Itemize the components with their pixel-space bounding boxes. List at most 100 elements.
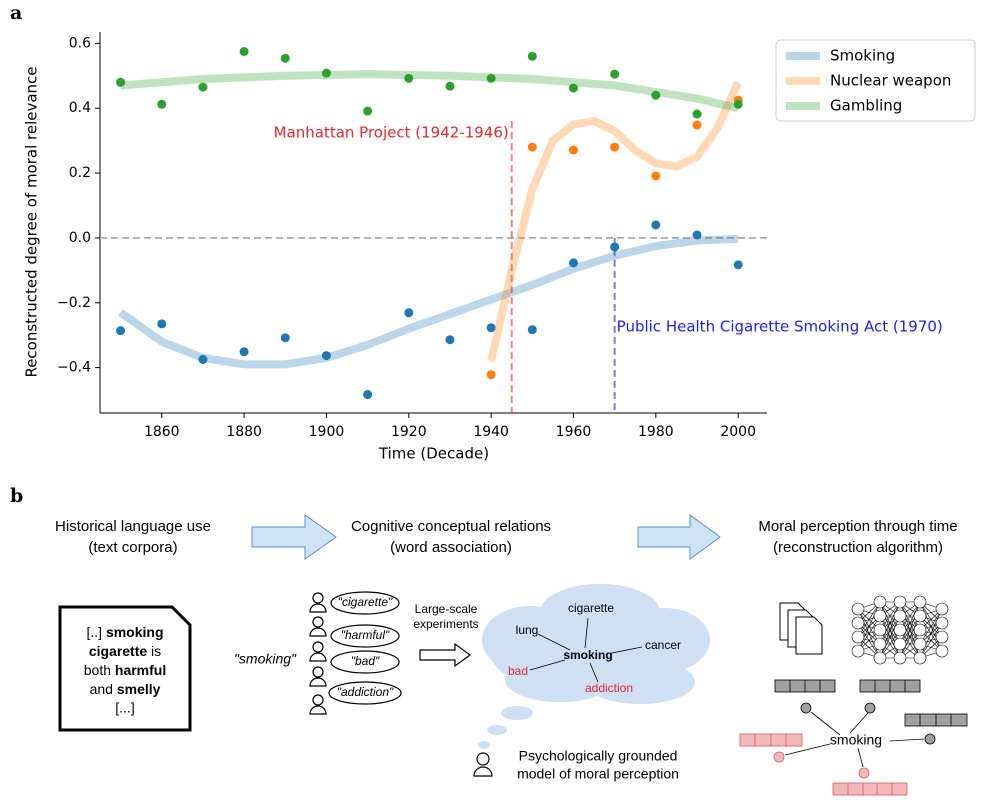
response: "bad": [351, 654, 380, 668]
x-tick-label: 1920: [391, 424, 427, 440]
y-tick-label: −0.2: [57, 295, 91, 311]
response: "cigarette": [338, 595, 393, 609]
x-tick-label: 1980: [638, 424, 674, 440]
text: cigarette: [89, 643, 148, 659]
nn-node: [914, 610, 926, 622]
neural-net-icon: [852, 596, 948, 664]
cue-word: "smoking": [234, 651, 297, 667]
data-point: [693, 230, 702, 239]
y-tick-label: −0.4: [57, 360, 91, 376]
data-point: [487, 370, 496, 379]
data-point: [281, 333, 290, 342]
y-axis-label: Reconstructed degree of moral relevance: [23, 66, 41, 377]
data-point: [651, 220, 660, 229]
text: and: [90, 681, 117, 697]
stage-subtitle: (word association): [390, 539, 512, 556]
nn-node: [874, 610, 886, 622]
nn-node: [936, 603, 948, 615]
text: [..]: [86, 624, 105, 640]
data-point: [487, 74, 496, 83]
arrow-label: experiments: [413, 617, 478, 631]
x-tick-label: 1860: [144, 424, 180, 440]
document-text: cigarette is: [89, 643, 161, 659]
document-text: [..] smoking: [86, 624, 163, 640]
x-tick-label: 1900: [309, 424, 345, 440]
stage-title: Historical language use: [55, 518, 211, 535]
data-point: [734, 260, 743, 269]
stage-title: Moral perception through time: [758, 518, 957, 535]
nn-node: [852, 645, 864, 657]
nn-node: [936, 617, 948, 629]
x-axis-label: Time (Decade): [378, 445, 489, 463]
response: "addiction": [337, 685, 394, 699]
nn-node: [894, 624, 906, 636]
stage-subtitle: (text corpora): [88, 539, 177, 556]
data-point: [116, 326, 125, 335]
data-point: [322, 351, 331, 360]
nn-node: [894, 638, 906, 650]
data-point: [610, 143, 619, 152]
y-tick-label: 0.6: [69, 35, 91, 51]
x-tick-label: 1880: [226, 424, 262, 440]
nn-node: [894, 596, 906, 608]
response: "harmful": [341, 628, 390, 642]
nn-node: [894, 652, 906, 664]
model-icon: [474, 753, 492, 776]
data-point: [693, 110, 702, 119]
figure: a −0.4−0.20.00.20.40.6186018801900192019…: [0, 0, 991, 800]
data-point: [528, 52, 537, 61]
data-point: [157, 100, 166, 109]
stage-title: Cognitive conceptual relations: [351, 518, 551, 535]
data-point: [651, 91, 660, 100]
panel-label: b: [10, 485, 23, 507]
data-point: [240, 47, 249, 56]
x-tick-label: 1940: [473, 424, 509, 440]
nn-node: [852, 631, 864, 643]
data-point: [198, 83, 207, 92]
text: smelly: [117, 681, 161, 697]
nn-node: [852, 603, 864, 615]
stage-subtitle: (reconstruction algorithm): [773, 539, 943, 556]
x-tick-label: 1960: [556, 424, 592, 440]
nn-node: [936, 631, 948, 643]
corpus-icon: [780, 603, 822, 654]
nn-node: [894, 610, 906, 622]
nn-node: [914, 652, 926, 664]
data-point: [651, 171, 660, 180]
data-point: [198, 355, 207, 364]
data-point: [569, 258, 578, 267]
nn-node: [874, 596, 886, 608]
cloud-word: cancer: [645, 638, 681, 652]
stage-arrow: [252, 515, 336, 559]
panel-b: b Historical language use (text corpora)…: [10, 485, 967, 795]
data-point: [693, 121, 702, 130]
nn-node: [874, 638, 886, 650]
document-text: [...]: [115, 700, 134, 716]
nn-node: [874, 652, 886, 664]
nn-node: [874, 624, 886, 636]
data-point: [610, 242, 619, 251]
legend-label: Smoking: [830, 47, 895, 65]
data-point: [281, 54, 290, 63]
data-point: [322, 69, 331, 78]
cloud-word: bad: [508, 664, 528, 678]
data-point: [734, 100, 743, 109]
event-label: Manhattan Project (1942-1946): [274, 124, 509, 142]
y-tick-label: 0.0: [69, 230, 91, 246]
panel-label: a: [10, 2, 22, 24]
caption: Psychologically grounded: [519, 748, 678, 764]
nn-node: [914, 624, 926, 636]
data-point: [569, 146, 578, 155]
nn-node: [914, 638, 926, 650]
document-text: both harmful: [84, 662, 166, 678]
nn-node: [852, 617, 864, 629]
caption: model of moral perception: [517, 766, 679, 782]
text: is: [147, 643, 161, 659]
data-point: [528, 143, 537, 152]
document-text: and smelly: [90, 681, 161, 697]
data-point: [445, 335, 454, 344]
data-point: [116, 78, 125, 87]
data-point: [445, 82, 454, 91]
trend-line: [121, 239, 739, 364]
stage-arrow: [638, 515, 720, 559]
